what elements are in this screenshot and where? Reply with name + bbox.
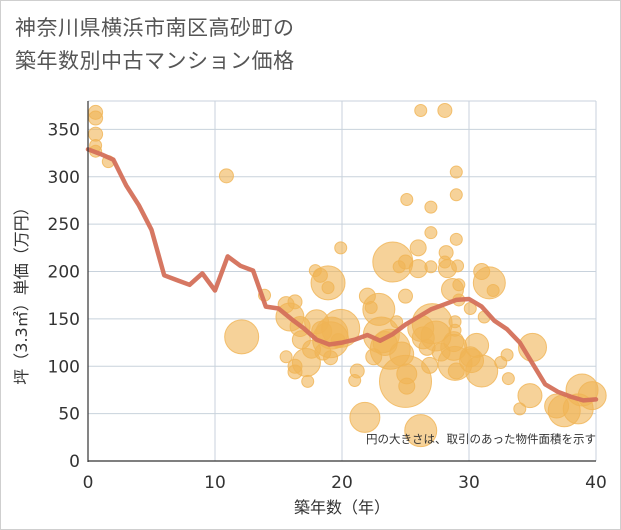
y-tick-labels: 0 50 100 150 200 250 300 350 <box>48 120 80 472</box>
y-axis-label: 坪（3.3㎡）単価（万円） <box>12 199 31 384</box>
data-point <box>349 401 381 433</box>
data-point <box>301 374 315 388</box>
data-point <box>449 232 463 246</box>
chart-title: 神奈川県横浜市南区高砂町の 築年数別中古マンション価格 <box>15 16 295 73</box>
data-point <box>400 193 414 207</box>
y-tick-label: 150 <box>48 310 80 330</box>
x-tick-label: 20 <box>331 473 353 493</box>
x-tick-label: 40 <box>585 473 607 493</box>
data-point <box>421 356 439 374</box>
data-point <box>390 315 404 329</box>
data-point <box>424 226 438 240</box>
data-point <box>424 260 438 274</box>
y-tick-label: 0 <box>69 452 80 472</box>
data-point <box>414 103 428 117</box>
x-tick-label: 0 <box>83 473 94 493</box>
data-point <box>409 239 427 257</box>
data-point <box>88 110 104 126</box>
data-point <box>517 383 543 409</box>
data-point <box>501 372 515 386</box>
x-tick-label: 30 <box>458 473 480 493</box>
trend-line <box>85 147 599 403</box>
data-point <box>287 294 303 310</box>
data-point <box>449 188 463 202</box>
data-point <box>464 332 490 358</box>
data-point <box>279 350 293 364</box>
data-point <box>500 348 514 362</box>
data-point <box>451 259 465 273</box>
data-point <box>224 319 260 355</box>
y-tick-label: 350 <box>48 120 80 140</box>
data-point <box>323 350 339 366</box>
x-tick-label: 10 <box>204 473 226 493</box>
bubble-size-note: 円の大きさは、取引のあった物件面積を示す <box>366 432 596 446</box>
data-point <box>577 381 607 411</box>
data-point <box>424 200 438 214</box>
data-point <box>465 354 499 388</box>
y-tick-label: 200 <box>48 263 80 283</box>
y-tick-label: 50 <box>58 405 80 425</box>
y-tick-label: 100 <box>48 357 80 377</box>
data-point <box>398 377 416 395</box>
x-axis-label: 築年数（年） <box>294 498 390 517</box>
x-tick-labels: 0 10 20 30 40 <box>83 473 607 493</box>
grid-lines <box>88 100 597 461</box>
data-point <box>437 102 453 118</box>
data-point <box>334 241 348 255</box>
data-point <box>321 281 335 295</box>
data-point <box>321 308 361 348</box>
data-point <box>452 278 466 292</box>
trend-line-group <box>85 147 599 403</box>
bubble-series <box>88 102 607 448</box>
data-point <box>218 168 234 184</box>
data-point <box>404 414 438 448</box>
data-point <box>449 165 463 179</box>
data-point <box>408 259 428 279</box>
y-tick-label: 300 <box>48 168 80 188</box>
data-point <box>463 301 477 315</box>
data-point <box>486 283 500 297</box>
data-point <box>349 363 365 379</box>
data-point <box>398 288 413 304</box>
data-point <box>447 362 465 380</box>
y-tick-label: 250 <box>48 215 80 235</box>
axes <box>87 101 596 462</box>
